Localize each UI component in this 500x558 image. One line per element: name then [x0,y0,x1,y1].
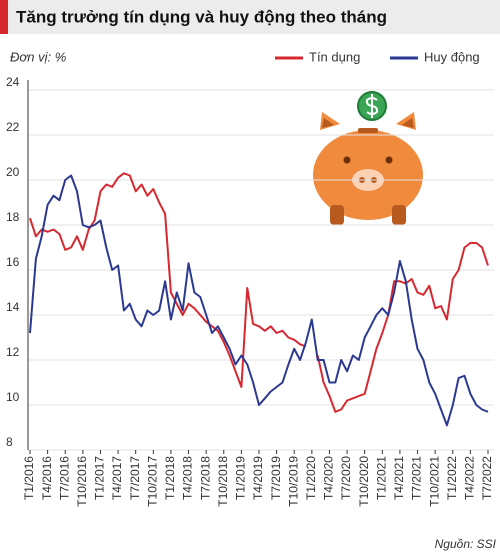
x-tick-label: T10/2017 [145,456,159,507]
x-tick-label: T7/2022 [480,456,494,500]
y-tick-label: 20 [6,165,20,179]
unit-label: Đơn vị: % [10,49,66,64]
x-tick-label: T10/2018 [216,456,230,507]
y-tick-label: 22 [6,120,20,134]
y-tick-label: 18 [6,210,20,224]
y-tick-label: 8 [6,435,13,449]
x-tick-label: T7/2019 [269,456,283,500]
title-bar [0,0,500,34]
y-tick-label: 12 [6,345,20,359]
chart-title: Tăng trưởng tín dụng và huy động theo th… [16,7,387,26]
x-tick-label: T1/2020 [304,456,318,500]
series-line [29,172,489,413]
legend-label: Tín dụng [309,49,360,64]
x-tick-label: T1/2019 [234,456,248,500]
x-tick-label: T4/2020 [322,456,336,500]
x-tick-label: T10/2020 [357,456,371,507]
x-tick-label: T7/2020 [339,456,353,500]
piggy-bank [313,91,423,225]
x-tick-label: T4/2022 [463,456,477,500]
x-tick-label: T1/2018 [163,456,177,500]
series-line [29,174,489,427]
x-tick-label: T1/2016 [22,456,36,500]
x-tick-label: T10/2019 [286,456,300,507]
x-tick-label: T10/2021 [427,456,441,507]
source: Nguồn: SSI [435,537,497,551]
y-tick-label: 14 [6,300,20,314]
x-tick-label: T7/2021 [410,456,424,500]
x-tick-label: T4/2019 [251,456,265,500]
x-tick-label: T7/2018 [198,456,212,500]
x-tick-label: T1/2022 [445,456,459,500]
x-tick-label: T4/2018 [181,456,195,500]
y-tick-label: 10 [6,390,20,404]
x-tick-label: T7/2016 [57,456,71,500]
x-tick-label: T10/2016 [75,456,89,507]
x-tick-label: T4/2016 [40,456,54,500]
legend-label: Huy động [424,49,480,64]
x-tick-label: T4/2017 [110,456,124,500]
x-tick-label: T1/2021 [374,456,388,500]
y-tick-label: 24 [6,75,20,89]
x-tick-label: T7/2017 [128,456,142,500]
x-tick-label: T4/2021 [392,456,406,500]
y-tick-label: 16 [6,255,20,269]
x-tick-label: T1/2017 [93,456,107,500]
title-accent [0,0,8,34]
